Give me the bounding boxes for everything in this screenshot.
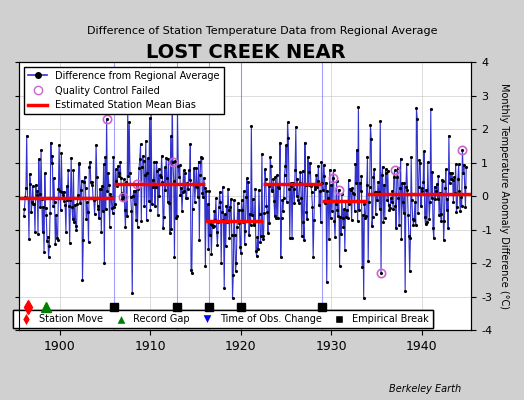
Text: Berkeley Earth: Berkeley Earth [389,384,461,394]
Text: Difference of Station Temperature Data from Regional Average: Difference of Station Temperature Data f… [87,26,437,36]
Y-axis label: Monthly Temperature Anomaly Difference (°C): Monthly Temperature Anomaly Difference (… [499,83,509,309]
Title: LOST CREEK NEAR: LOST CREEK NEAR [146,43,345,62]
Legend: Station Move, Record Gap, Time of Obs. Change, Empirical Break: Station Move, Record Gap, Time of Obs. C… [13,310,433,328]
